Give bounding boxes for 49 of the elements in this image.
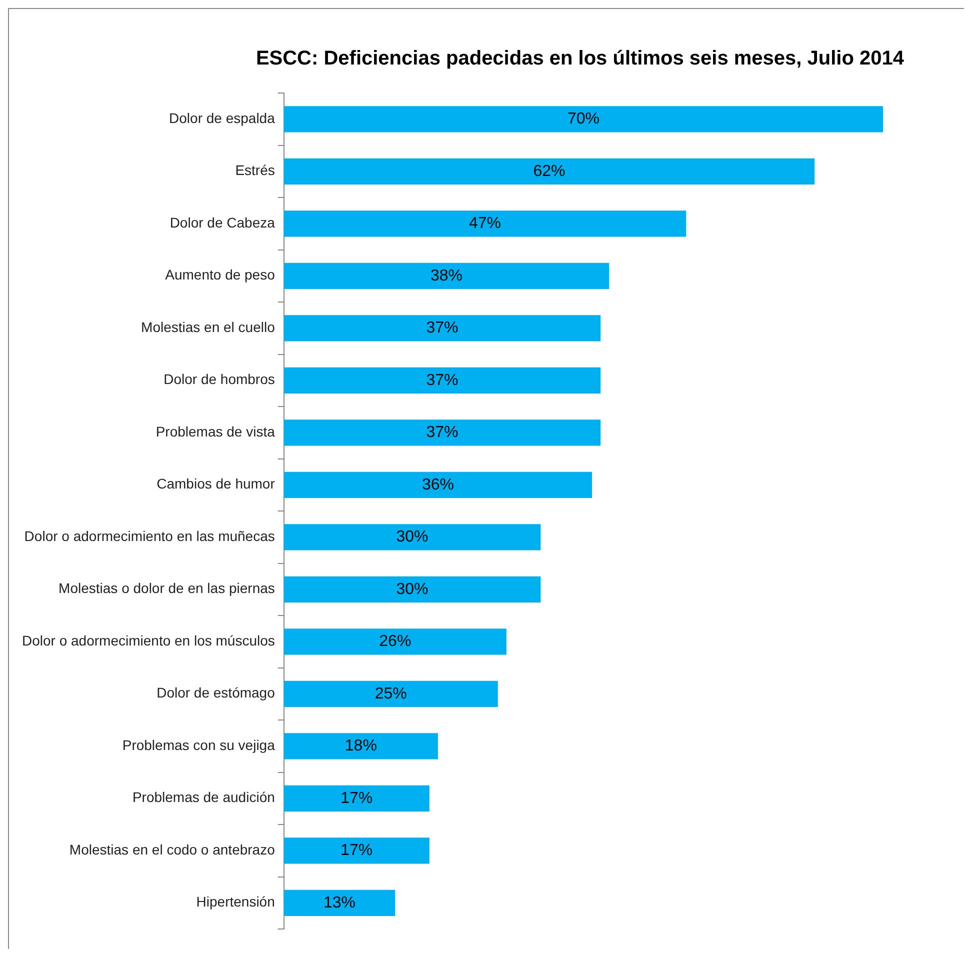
data-label: 70% bbox=[567, 110, 600, 128]
y-tick-label: Estrés bbox=[235, 162, 275, 178]
bar bbox=[284, 680, 498, 707]
data-label: 25% bbox=[374, 685, 407, 702]
data-label: 37% bbox=[426, 424, 458, 442]
bar bbox=[284, 524, 541, 550]
bar bbox=[284, 628, 506, 655]
bar bbox=[284, 106, 884, 132]
y-tick-label: Dolor o adormecimiento en las muñecas bbox=[24, 528, 275, 544]
data-label: 62% bbox=[533, 162, 566, 180]
chart-title: ESCC: Deficiencias padecidas en los últimos seis meses, Julio 2014 bbox=[256, 48, 905, 70]
data-label: 17% bbox=[340, 842, 373, 860]
y-tick-label: Dolor o adormecimiento en los músculos bbox=[22, 632, 275, 648]
bar bbox=[284, 785, 430, 812]
data-label: 38% bbox=[430, 267, 463, 284]
y-tick-label: Problemas de vista bbox=[156, 423, 276, 440]
y-tick-label: Molestias en el cuello bbox=[141, 318, 276, 335]
y-tick-label: Hipertensión bbox=[196, 894, 275, 910]
y-tick-label: Cambios de humor bbox=[156, 476, 276, 492]
y-tick-label: Dolor de estómago bbox=[156, 684, 276, 701]
bar bbox=[284, 838, 430, 864]
y-tick-label: Molestias o dolor de en las piernas bbox=[58, 580, 275, 596]
bar bbox=[284, 576, 541, 602]
bar bbox=[284, 315, 601, 342]
y-tick-label: Problemas con su vejiga bbox=[122, 736, 276, 753]
data-label: 30% bbox=[396, 580, 428, 598]
data-label: 13% bbox=[324, 894, 356, 912]
y-tick-label: Dolor de hombros bbox=[164, 371, 275, 388]
y-tick-label: Problemas de audición bbox=[132, 789, 275, 806]
bar bbox=[284, 472, 592, 498]
data-label: 26% bbox=[379, 633, 412, 650]
data-label: 30% bbox=[396, 528, 428, 546]
bar bbox=[284, 890, 396, 916]
y-tick-label: Dolor de espalda bbox=[169, 110, 276, 126]
bar bbox=[284, 158, 815, 184]
y-tick-label: Dolor de Cabeza bbox=[170, 214, 276, 230]
bar bbox=[284, 733, 438, 760]
data-label: 37% bbox=[426, 320, 458, 337]
bar bbox=[284, 210, 686, 237]
bar bbox=[284, 367, 601, 394]
data-label: 47% bbox=[469, 215, 502, 232]
data-label: 17% bbox=[340, 790, 373, 807]
bar bbox=[284, 262, 610, 289]
data-label: 36% bbox=[422, 476, 454, 494]
data-label: 37% bbox=[426, 372, 458, 389]
bar bbox=[284, 420, 601, 446]
data-label: 18% bbox=[344, 738, 377, 755]
y-tick-label: Molestias en el codo o antebrazo bbox=[69, 841, 276, 858]
y-tick-label: Aumento de peso bbox=[165, 266, 276, 283]
